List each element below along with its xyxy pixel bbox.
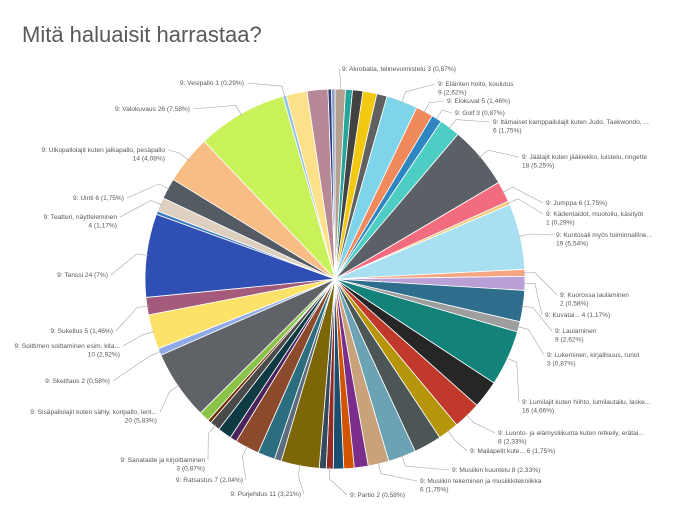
slice-label: 9: Itämaiset kamppailulajit kuten Judo, … xyxy=(493,119,649,135)
slice-label: 9: Sukellus 5 (1,46%) xyxy=(50,328,113,335)
slice-label: 9: Valokuvaus 26 (7,58%) xyxy=(115,106,190,113)
slice-label: 9: Mailapelit kute... 6 (1,75%) xyxy=(470,448,555,455)
slice-label: 9: Lumilajit kuten hiihto, lumilautailu,… xyxy=(522,399,650,415)
slice-label: 9: Uinti 6 (1,75%) xyxy=(73,195,124,202)
pie-slices xyxy=(144,88,526,470)
leader-line xyxy=(241,445,249,481)
leader-line xyxy=(435,109,453,121)
leader-line xyxy=(401,83,436,104)
leader-line xyxy=(505,357,520,403)
slice-label: 9: Laulaminen 9 (2,62%) xyxy=(555,328,597,344)
slice-label: 9: Jumppa 6 (1,75%) xyxy=(546,200,607,207)
slice-label: 9: Kädentaidot, muotoilu, käsityöt 1 (0,2… xyxy=(546,211,643,227)
slice-label: 9: Skeittaus 2 (0,58%) xyxy=(45,378,110,385)
leader-line xyxy=(522,283,543,316)
slice-label: 9: Jäälajit kuten jääkiekko, luistelu, r… xyxy=(522,154,647,170)
slice-label: 9: Lukeminen, kirjallisuus, runot 3 (0,87… xyxy=(547,352,640,368)
chart-title: Mitä haluaisit harrastaa? xyxy=(22,22,262,47)
leader-line xyxy=(126,183,170,199)
slice-label: 9: Eläinten hoito, koulutus 9 (2,62%) xyxy=(438,81,514,97)
leader-line xyxy=(115,305,149,332)
slice-labels: 9: Akrobatia, telinevoimistelu 3 (0,87%)… xyxy=(14,66,652,499)
leader-line xyxy=(423,100,445,114)
slice-label: 9: Sanataide ja kirjoittaminen 3 (0,87%) xyxy=(120,457,205,473)
leader-line xyxy=(507,198,544,215)
leader-line xyxy=(112,350,162,382)
slice-label: 9: Musiikin kuuntelu 8 (2,33%) xyxy=(452,467,540,474)
leader-line xyxy=(518,233,554,237)
leader-line xyxy=(401,454,450,471)
leader-line xyxy=(110,253,149,276)
slice-label: 9: Musiikin tekeminen ja musiikkitekniik… xyxy=(420,478,542,494)
slice-label: 9: Partio 2 (0,58%) xyxy=(350,492,405,499)
leader-line xyxy=(465,413,496,434)
leader-line xyxy=(246,82,286,98)
slice-label: 9: Ratsastus 7 (2,04%) xyxy=(176,477,243,484)
leader-lines xyxy=(110,68,558,496)
slice-label: 9: Tanssi 24 (7%) xyxy=(57,272,108,279)
leader-line xyxy=(119,200,163,218)
slice-label: 9: Purjehdus 11 (3,21%) xyxy=(230,491,301,498)
leader-line xyxy=(521,305,553,332)
slice-label: 9: Ulkopallolajit kuten jalkapallo, pesä… xyxy=(41,147,165,163)
slice-label: 9: Luonto- ja elämysliikunta kuten retke… xyxy=(498,430,644,446)
leader-line xyxy=(446,429,468,452)
slice-label: 9: Kuntosali myös toiminnalline... 19 (5,… xyxy=(556,232,652,248)
leader-line xyxy=(516,326,545,356)
slice-label: 9: Golf 3 (0,87%) xyxy=(455,110,505,117)
leader-line xyxy=(478,149,520,159)
leader-line xyxy=(297,463,305,495)
slice-label: 9: Soittimen soittaminen esim. kita... 10… xyxy=(14,343,120,359)
leader-line xyxy=(329,466,348,496)
slice-label: 9: Teatteri, näytteleminen 4 (1,17%) xyxy=(43,214,117,230)
leader-line xyxy=(159,384,180,413)
pie-slice xyxy=(331,88,336,280)
slice-label: 9: Kuorossa laulaminen 2 (0,58%) xyxy=(560,292,629,308)
slice-label: 9: Elokuvat 5 (1,46%) xyxy=(447,98,510,105)
slice-label: 9: Sisäpallolajit kuten sähly, koripallo… xyxy=(30,409,157,425)
leader-line xyxy=(522,272,558,296)
slice-label: 9: Akrobatia, telinevoimistelu 3 (0,87%) xyxy=(342,66,456,73)
slice-label: 9: Kuvatai... 4 (1,17%) xyxy=(545,312,610,319)
leader-line xyxy=(192,104,243,116)
leader-line xyxy=(122,331,155,347)
leader-line xyxy=(501,186,544,204)
slice-label: 9: Vesipallo 1 (0,29%) xyxy=(180,80,244,87)
leader-line xyxy=(377,461,418,482)
leader-line xyxy=(448,119,491,130)
leader-line xyxy=(167,149,190,161)
leader-line xyxy=(338,68,341,92)
leader-line xyxy=(207,424,217,461)
